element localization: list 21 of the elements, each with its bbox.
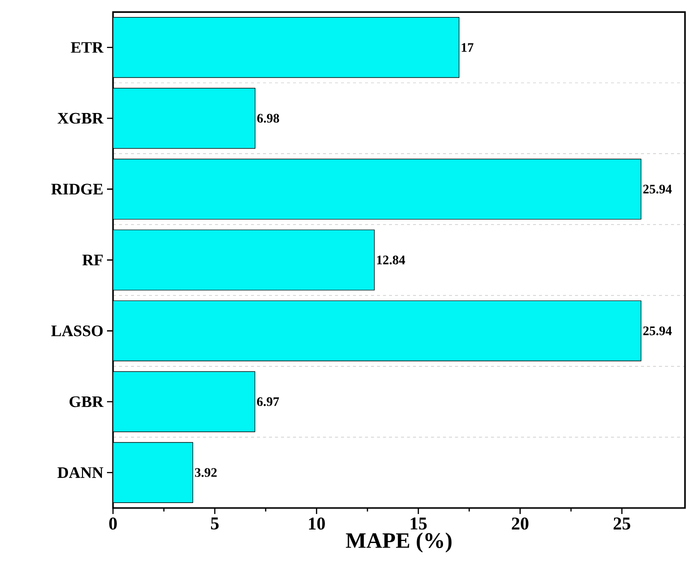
data-label: 3.92 <box>194 468 217 477</box>
y-tick-label: ETR <box>70 42 104 53</box>
data-label: 6.97 <box>257 397 280 406</box>
y-tick-label: RF <box>82 254 103 266</box>
x-tick-label: 5 <box>211 518 219 530</box>
data-label: 25.94 <box>643 184 672 194</box>
x-tick-label: 25 <box>614 518 630 530</box>
x-tick-label: 20 <box>512 518 528 530</box>
x-tick-label: 0 <box>109 518 117 530</box>
y-tick-label: XGBR <box>58 112 104 124</box>
y-tick-label: DANN <box>58 467 104 478</box>
x-tick-label: 15 <box>410 518 427 530</box>
y-tick-label: GBR <box>70 396 104 408</box>
data-label: 17 <box>462 43 474 52</box>
data-label: 6.98 <box>257 114 280 123</box>
data-label: 12.84 <box>377 256 406 264</box>
y-tick-label: RIDGE <box>51 184 103 195</box>
y-tick-label: LASSO <box>51 325 103 336</box>
x-axis-title: MAPE (%) <box>346 532 452 552</box>
x-tick-label: 10 <box>309 518 325 530</box>
data-label: 25.94 <box>643 326 672 336</box>
